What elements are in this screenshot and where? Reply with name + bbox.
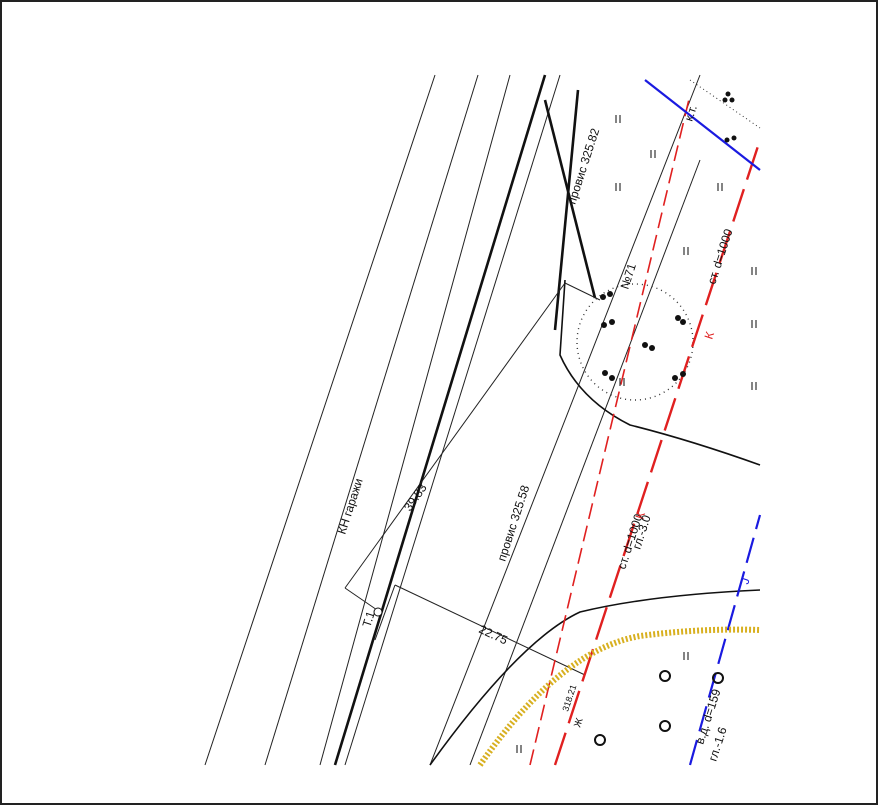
- label: Т.1: [360, 609, 378, 629]
- linework: [204, 74, 762, 767]
- label: J: [738, 576, 753, 586]
- label: к.т.: [682, 103, 700, 123]
- label: К: [702, 330, 717, 341]
- label: Ж: [572, 716, 586, 729]
- label: К: [633, 510, 648, 521]
